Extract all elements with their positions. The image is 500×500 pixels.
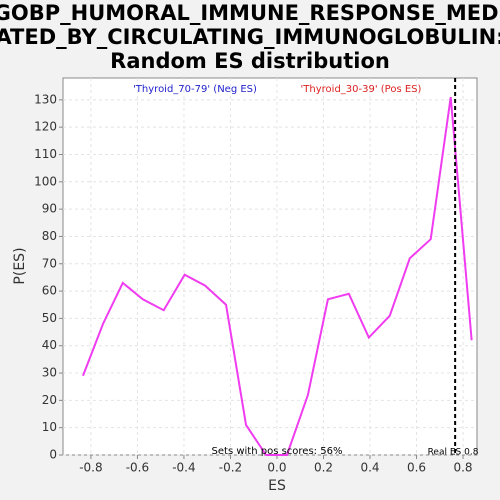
plot-area <box>62 77 478 456</box>
y-tick-label: 10 <box>42 420 57 434</box>
y-tick-label: 110 <box>34 147 57 161</box>
y-tick-label: 100 <box>34 174 57 188</box>
x-tick-label: 0.4 <box>360 461 379 475</box>
x-tick-label: 0.6 <box>407 461 426 475</box>
x-tick-label: -0.4 <box>172 461 195 475</box>
x-tick-label: -0.8 <box>79 461 102 475</box>
data-line <box>82 96 473 456</box>
legend-neg: 'Thyroid_70-79' (Neg ES) <box>133 84 257 95</box>
real-es-label: Real ES 0.8 <box>428 448 479 458</box>
annotation: Sets with pos scores: 56% <box>212 446 343 457</box>
x-axis-label: ES <box>268 478 286 494</box>
y-tick-label: 20 <box>42 393 57 407</box>
chart-title: Random ES distribution <box>110 49 390 73</box>
y-tick-label: 60 <box>42 284 57 298</box>
x-tick-label: 0.2 <box>314 461 333 475</box>
y-tick-label: 70 <box>42 256 57 270</box>
x-tick-label: -0.2 <box>219 461 242 475</box>
chart-title: GOBP_HUMORAL_IMMUNE_RESPONSE_MEDI <box>0 1 500 25</box>
y-axis-label: P(ES) <box>12 247 28 284</box>
y-tick-label: 90 <box>42 202 57 216</box>
y-tick-label: 120 <box>34 120 57 134</box>
x-tick-label: 0.8 <box>453 461 472 475</box>
y-tick-label: 80 <box>42 229 57 243</box>
legend-pos: 'Thyroid_30-39' (Pos ES) <box>301 84 422 95</box>
y-tick-label: 40 <box>42 338 57 352</box>
chart-title: ATED_BY_CIRCULATING_IMMUNOGLOBULIN: <box>0 25 500 49</box>
x-tick-label: 0.0 <box>267 461 286 475</box>
y-tick-label: 50 <box>42 311 57 325</box>
y-tick-label: 0 <box>49 448 57 462</box>
y-tick-label: 130 <box>34 92 57 106</box>
y-tick-label: 30 <box>42 366 57 380</box>
x-tick-label: -0.6 <box>126 461 149 475</box>
